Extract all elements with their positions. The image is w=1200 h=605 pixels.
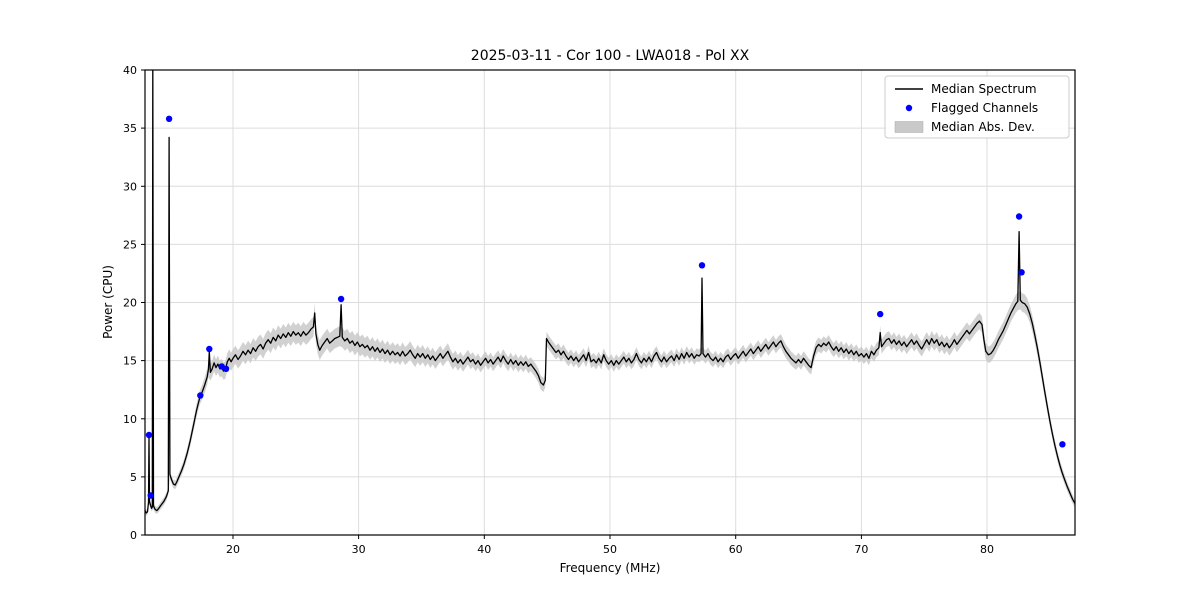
chart-title: 2025-03-11 - Cor 100 - LWA018 - Pol XX xyxy=(471,48,750,64)
svg-text:15: 15 xyxy=(123,355,137,368)
y-ticks: 0 5 10 15 20 25 30 35 40 xyxy=(123,64,145,542)
svg-text:30: 30 xyxy=(123,180,137,193)
svg-text:20: 20 xyxy=(123,297,137,310)
flagged-dots xyxy=(145,115,1066,499)
svg-text:20: 20 xyxy=(226,543,240,556)
x-axis-label: Frequency (MHz) xyxy=(560,561,661,575)
svg-text:Median Abs. Dev.: Median Abs. Dev. xyxy=(931,120,1035,134)
spectrum-line xyxy=(145,70,1075,514)
svg-text:Median Spectrum: Median Spectrum xyxy=(931,82,1037,96)
svg-text:40: 40 xyxy=(477,543,491,556)
svg-text:Flagged Channels: Flagged Channels xyxy=(931,101,1038,115)
x-ticks: 20 30 40 50 60 70 80 xyxy=(226,535,994,556)
svg-text:10: 10 xyxy=(123,413,137,426)
svg-text:80: 80 xyxy=(980,543,994,556)
svg-text:35: 35 xyxy=(123,122,137,135)
svg-text:40: 40 xyxy=(123,64,137,77)
svg-text:30: 30 xyxy=(352,543,366,556)
svg-text:25: 25 xyxy=(123,238,137,251)
svg-text:60: 60 xyxy=(729,543,743,556)
y-axis-label: Power (CPU) xyxy=(101,265,115,339)
grid-lines xyxy=(145,69,1075,536)
svg-text:0: 0 xyxy=(130,529,137,542)
svg-text:70: 70 xyxy=(854,543,868,556)
legend: Median Spectrum Flagged Channels Median Ab… xyxy=(884,75,1070,139)
svg-text:50: 50 xyxy=(603,543,617,556)
plot-area: 20 30 40 50 60 70 80 0 5 10 15 20 25 30 35 40 Median Spe… xyxy=(123,64,1076,556)
svg-text:5: 5 xyxy=(130,471,137,484)
